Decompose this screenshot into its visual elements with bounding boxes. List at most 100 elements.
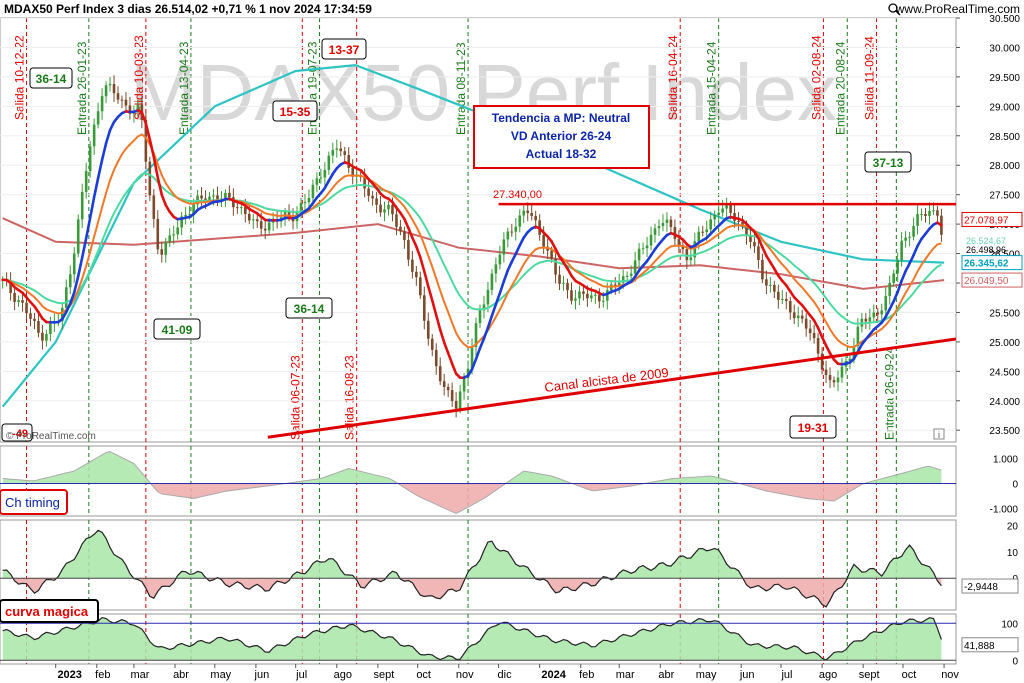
ma-fast-segment	[426, 285, 434, 302]
candle-body	[49, 323, 52, 334]
info-icon[interactable]: i	[933, 428, 945, 440]
candle-body	[303, 202, 307, 204]
candle-body	[594, 294, 597, 296]
candle-body	[812, 333, 816, 339]
candle-body	[928, 210, 931, 217]
ma-fast-segment	[411, 236, 418, 248]
x-tick-label: 2023	[57, 669, 81, 681]
candle-body	[828, 375, 832, 381]
ma-fast-segment	[884, 307, 892, 319]
ma-fast-segment	[518, 236, 526, 247]
candle-body	[470, 346, 474, 369]
candle-body	[502, 239, 506, 255]
ma-fast-segment	[566, 267, 573, 278]
score-box: 37-13	[864, 151, 912, 173]
candle-body	[570, 290, 573, 301]
candle-body	[120, 99, 124, 101]
ma-fast-segment	[824, 344, 832, 355]
magnifier-icon[interactable]	[888, 3, 901, 16]
last-value-label: 26.345,62	[964, 259, 1009, 270]
candle-body	[323, 169, 327, 178]
ma-fast-segment	[104, 128, 112, 145]
candle-body	[236, 207, 239, 209]
candle-body	[836, 377, 840, 383]
overlapping-value-label: 26.524,67	[966, 236, 1006, 246]
ma-long-line	[1, 63, 945, 408]
score-box-label: 15-35	[280, 105, 311, 119]
score-box: 15-35	[272, 100, 318, 122]
candle-body	[741, 221, 744, 226]
candle-body	[534, 215, 537, 221]
ma-fast-segment	[156, 176, 164, 196]
candle-body	[180, 216, 183, 228]
candle-body	[598, 294, 601, 302]
score-box-label: 13-37	[329, 43, 360, 57]
candle-body	[697, 231, 701, 242]
candle-body	[33, 318, 36, 322]
candle-body	[908, 236, 911, 238]
candle-body	[784, 298, 788, 302]
last-value-tag	[961, 272, 1023, 288]
price-tick-label: 28.000	[989, 161, 1020, 172]
positive-fill	[2, 617, 942, 661]
entry-signal-label: Entrada 26-09-24	[882, 346, 896, 440]
candle-body	[757, 246, 760, 261]
candle-body	[701, 231, 705, 233]
candle-body	[482, 304, 486, 311]
candle-body	[136, 104, 140, 112]
ma-fast-segment	[438, 328, 446, 344]
exit-signal-label: Salida 10-12-22	[13, 35, 27, 120]
candle-body	[287, 211, 291, 217]
candle-body	[936, 210, 939, 216]
candle-body	[347, 154, 351, 168]
ma-fast-segment	[446, 351, 454, 366]
oscillator-tick-label: 1.000	[993, 455, 1018, 466]
candle-body	[251, 219, 255, 221]
candle-body	[514, 226, 518, 232]
candle-body	[657, 226, 661, 229]
ma-fast-segment	[490, 302, 498, 317]
candle-body	[9, 280, 12, 293]
ma-fast-segment	[100, 141, 108, 162]
candle-body	[848, 358, 852, 361]
candle-body	[387, 204, 390, 210]
ma-fast-segment	[470, 357, 478, 371]
candle-body	[582, 291, 585, 294]
candle-body	[176, 227, 179, 235]
candle-body	[407, 240, 410, 260]
ma-fast-segment	[498, 279, 506, 295]
candle-body	[267, 222, 271, 231]
candle-body	[371, 195, 374, 199]
candle-body	[796, 315, 800, 319]
ma-fast-segment	[152, 155, 160, 179]
candle-body	[224, 192, 227, 199]
candle-body	[100, 96, 104, 112]
oscillator-tick-label: 0	[1012, 480, 1018, 491]
candle-body	[781, 298, 784, 300]
candle-body	[339, 148, 343, 152]
oscillator-value-label: -2,9448	[964, 582, 998, 593]
last-value-label: 27.078,97	[964, 215, 1009, 226]
x-tick-label: mar	[130, 669, 149, 681]
x-tick-label: sept	[373, 669, 394, 681]
candle-body	[761, 260, 764, 280]
candle-body	[335, 148, 339, 150]
candle-body	[462, 377, 466, 392]
score-box: 41-09	[153, 318, 201, 340]
candle-body	[522, 210, 526, 216]
oscillator-line	[2, 529, 942, 608]
ma-fast-segment	[888, 299, 895, 311]
x-tick-label: 2024	[541, 669, 566, 681]
candle-body	[367, 188, 370, 196]
positive-fill	[2, 530, 942, 579]
last-value-tag	[961, 211, 1023, 227]
ma-fast-segment	[76, 256, 84, 278]
ma-fast-segment	[812, 319, 820, 330]
ma-fast-segment	[64, 302, 72, 314]
entry-signal-label: Entrada 20-08-24	[833, 41, 847, 135]
negative-fill	[13, 578, 942, 607]
ma-fast-segment	[434, 313, 442, 332]
candle-body	[160, 249, 164, 255]
candle-body	[613, 284, 617, 287]
score-box-label: 37-13	[873, 156, 904, 170]
